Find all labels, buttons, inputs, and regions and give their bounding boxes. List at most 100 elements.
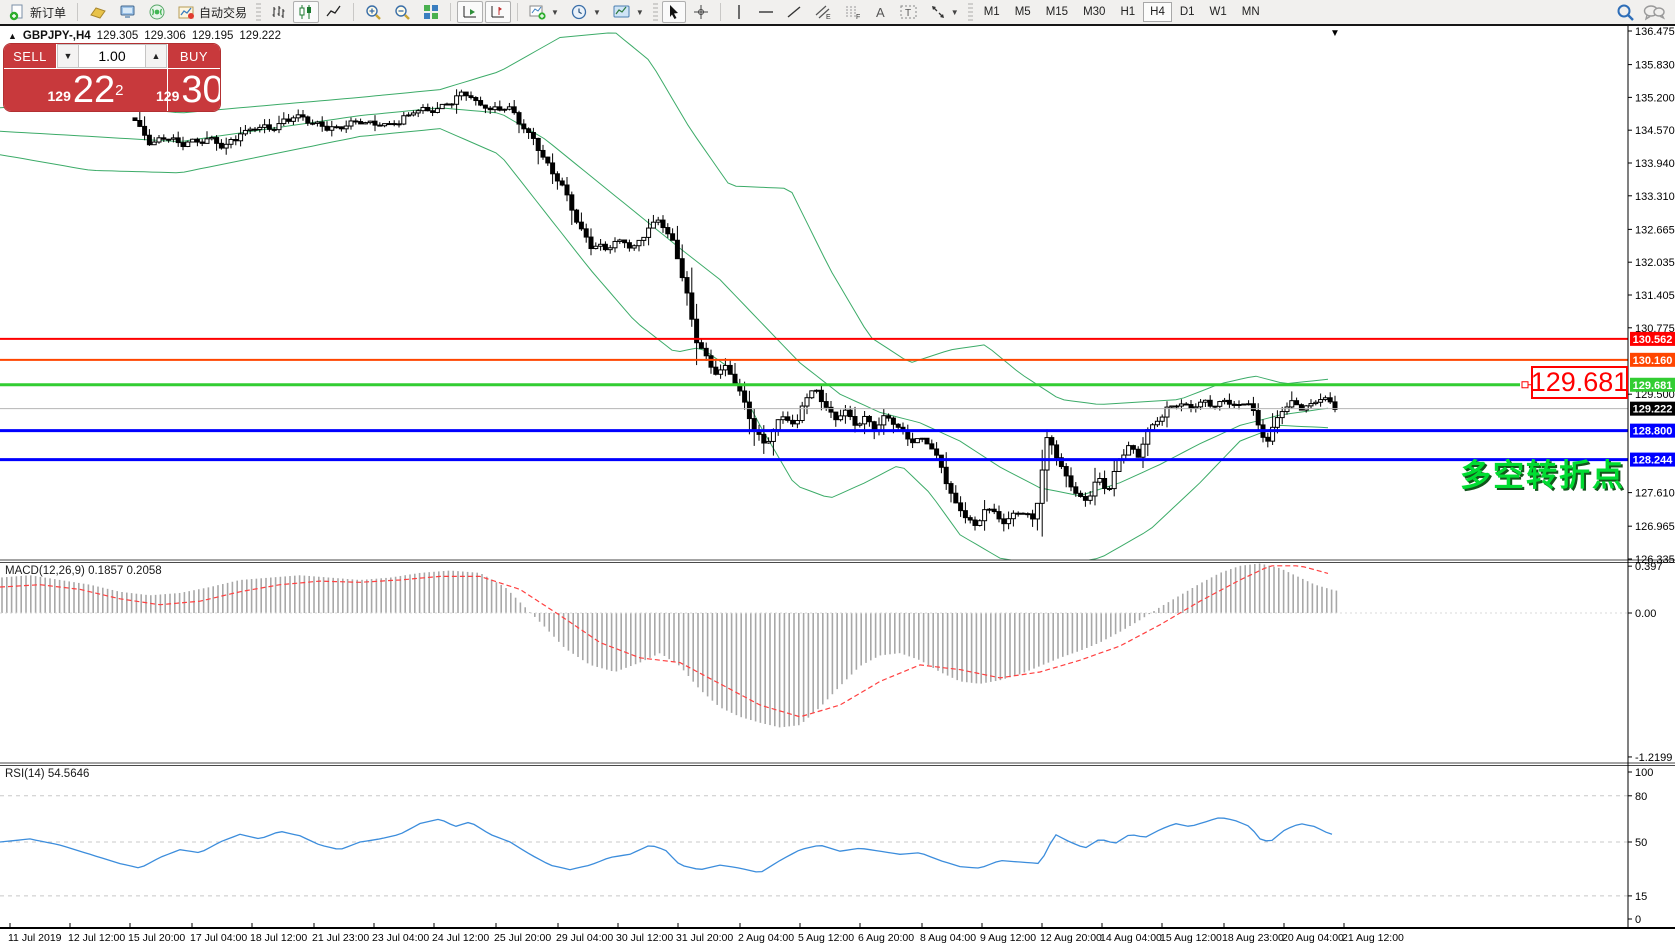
auto-scroll-button[interactable]: [457, 1, 484, 23]
timeframe-button-m30[interactable]: M30: [1083, 6, 1106, 18]
svg-text:0.00: 0.00: [1635, 608, 1656, 620]
chart-shift-icon: [491, 6, 505, 18]
templates-button[interactable]: ▼: [608, 1, 649, 23]
market-watch-button[interactable]: [84, 1, 112, 23]
vertical-line-button[interactable]: [727, 1, 751, 23]
svg-text:130.775: 130.775: [1635, 323, 1675, 335]
candlestick-chart-button[interactable]: [293, 1, 320, 23]
sell-price-sup: 2: [115, 81, 124, 99]
text-icon: A: [876, 5, 885, 20]
symbol-info: ▲ GBPJPY-,H4 129.305 129.306 129.195 129…: [8, 30, 281, 42]
separator: [517, 3, 519, 21]
trendline-icon: [787, 6, 801, 18]
volume-input[interactable]: 1.00: [79, 44, 145, 68]
periods-button[interactable]: ▼: [566, 1, 606, 23]
svg-text:15: 15: [1635, 891, 1647, 903]
macd-label: MACD(12,26,9) 0.1857 0.2058: [5, 565, 162, 577]
collapse-panel-arrow[interactable]: ▲: [8, 31, 17, 41]
svg-text:128.244: 128.244: [1633, 455, 1674, 467]
price-callout-label[interactable]: 129.681: [1530, 366, 1629, 399]
dropdown-caret: ▼: [551, 7, 559, 17]
zoom-out-icon: [395, 4, 410, 20]
terminal-icon: [120, 5, 135, 18]
volume-down-button[interactable]: ▼: [57, 44, 79, 68]
crosshair-icon: [693, 5, 708, 19]
chart-shift-button[interactable]: [485, 1, 512, 23]
scroll-end-marker[interactable]: ▼: [1330, 28, 1340, 39]
text-button[interactable]: A: [869, 1, 893, 23]
ohlc-close: 129.222: [239, 30, 281, 42]
buy-button[interactable]: BUY: [168, 44, 220, 68]
buy-price[interactable]: 129 30 8: [156, 69, 220, 111]
crosshair-button[interactable]: [688, 1, 714, 23]
template-icon: [613, 5, 630, 18]
zoom-in-button[interactable]: [360, 1, 387, 23]
auto-trading-button[interactable]: 自动交易: [173, 1, 252, 23]
svg-text:9 Aug 12:00: 9 Aug 12:00: [980, 932, 1036, 944]
svg-text:132.035: 132.035: [1635, 257, 1675, 269]
svg-text:18 Jul 12:00: 18 Jul 12:00: [250, 932, 307, 944]
cn-annotation[interactable]: 多空转折点: [1460, 458, 1625, 493]
timeframe-button-h4[interactable]: H4: [1143, 2, 1172, 22]
svg-text:80: 80: [1635, 791, 1647, 803]
chat-icon[interactable]: [1643, 3, 1665, 21]
tile-windows-button[interactable]: [418, 1, 444, 23]
timeframe-button-mn[interactable]: MN: [1241, 6, 1260, 18]
dropdown-caret: ▼: [635, 7, 644, 17]
gold-icon: [90, 7, 106, 19]
svg-text:135.830: 135.830: [1635, 60, 1675, 72]
svg-text:6 Aug 20:00: 6 Aug 20:00: [858, 932, 914, 944]
new-order-button[interactable]: 新订单: [4, 1, 71, 23]
svg-text:31 Jul 20:00: 31 Jul 20:00: [676, 932, 733, 944]
candlestick-chart-icon: [299, 5, 312, 19]
volume-up-button[interactable]: ▲: [145, 44, 167, 68]
svg-text:0.397: 0.397: [1635, 561, 1663, 573]
timeframe-button-d1[interactable]: D1: [1179, 6, 1195, 18]
svg-text:17 Jul 04:00: 17 Jul 04:00: [190, 932, 247, 944]
ohlc-open: 129.305: [96, 30, 139, 42]
svg-text:50: 50: [1635, 837, 1647, 849]
arrows-button[interactable]: ▼: [925, 1, 964, 23]
chart-canvas[interactable]: 136.475 135.830 135.200 134.570 133.940 133.3…: [0, 26, 1675, 946]
sell-button[interactable]: SELL: [4, 44, 56, 68]
text-label-button[interactable]: T: [895, 1, 923, 23]
trendline-button[interactable]: [781, 1, 807, 23]
signals-button[interactable]: [144, 1, 171, 23]
svg-text:129.681: 129.681: [1633, 380, 1673, 392]
svg-text:20 Aug 04:00: 20 Aug 04:00: [1282, 932, 1344, 944]
terminal-button[interactable]: [114, 1, 142, 23]
svg-text:11 Jul 2019: 11 Jul 2019: [8, 932, 62, 944]
sell-price-prefix: 129: [47, 88, 71, 104]
one-click-trade-panel: SELL ▼ 1.00 ▲ BUY 129 22 2 129 30 8: [4, 44, 220, 111]
horizontal-line-button[interactable]: [753, 1, 779, 23]
svg-text:F: F: [856, 14, 860, 20]
svg-text:0: 0: [1635, 914, 1641, 926]
svg-text:131.405: 131.405: [1635, 290, 1675, 302]
timeframe-button-h1[interactable]: H1: [1120, 6, 1136, 18]
bar-chart-button[interactable]: [265, 1, 291, 23]
buy-price-prefix: 129: [156, 88, 180, 104]
volume-stepper: ▼ 1.00 ▲: [57, 44, 167, 68]
svg-text:130.160: 130.160: [1633, 355, 1673, 367]
equidistant-channel-button[interactable]: E: [809, 1, 837, 23]
cursor-button[interactable]: [661, 1, 686, 23]
svg-text:E: E: [826, 14, 831, 20]
svg-text:30 Jul 12:00: 30 Jul 12:00: [616, 932, 673, 944]
line-chart-button[interactable]: [321, 1, 347, 23]
clock-icon: [571, 4, 587, 19]
zoom-out-button[interactable]: [389, 1, 416, 23]
chart-window: 136.475 135.830 135.200 134.570 133.940 133.3…: [0, 26, 1675, 946]
search-icon[interactable]: [1616, 3, 1635, 22]
line-chart-icon: [326, 5, 341, 17]
arrows-icon: [931, 6, 944, 18]
fibonacci-button[interactable]: F: [839, 1, 867, 23]
timeframe-button-m15[interactable]: M15: [1045, 6, 1069, 18]
indicators-button[interactable]: ▼: [524, 1, 564, 23]
timeframe-button-m1[interactable]: M1: [983, 6, 1000, 18]
svg-text:-1.2199: -1.2199: [1635, 752, 1672, 764]
timeframe-button-w1[interactable]: W1: [1209, 6, 1227, 18]
dropdown-caret: ▼: [950, 7, 959, 17]
timeframe-button-m5[interactable]: M5: [1014, 6, 1031, 18]
buy-price-big: 30: [181, 69, 220, 111]
sell-price[interactable]: 129 22 2: [4, 69, 167, 111]
